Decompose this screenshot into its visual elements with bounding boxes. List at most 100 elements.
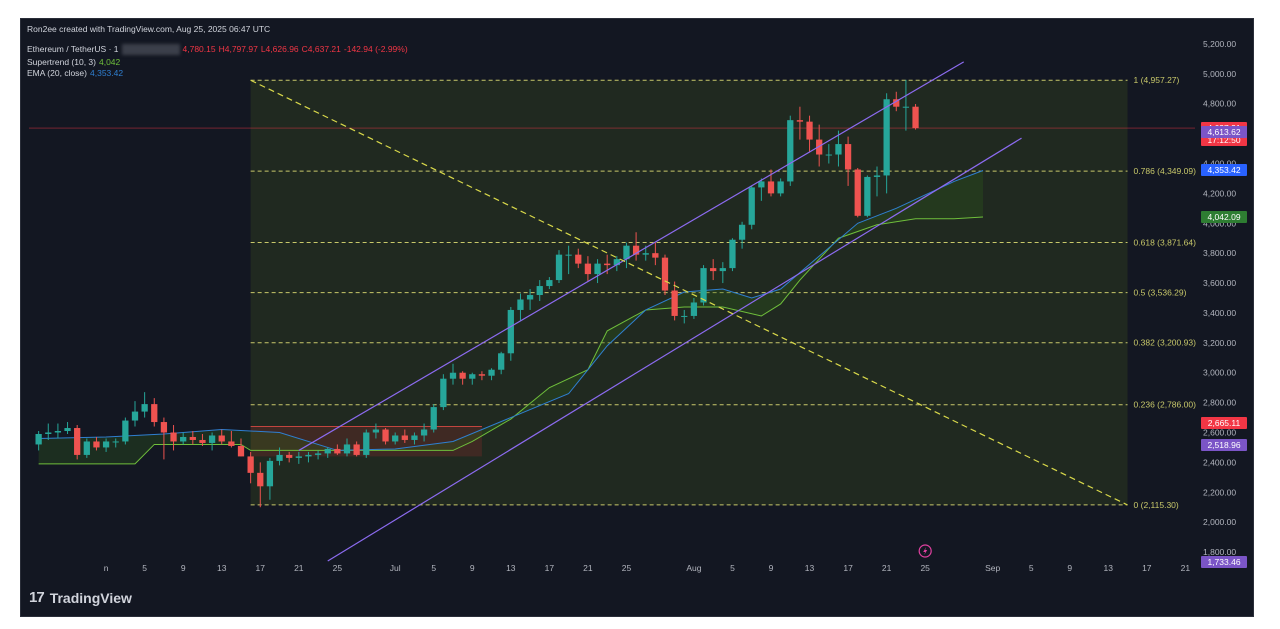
candle-body [392, 435, 399, 442]
lightning-icon-bolt [923, 547, 928, 555]
open-value: 4,780.15 [182, 44, 216, 54]
candle-body [902, 106, 910, 108]
tradingview-logo-icon: 17 [29, 589, 45, 606]
y-tick-label: 3,600.00 [1203, 278, 1236, 288]
ema-legend[interactable]: EMA (20, close) 4,353.42 [27, 68, 126, 78]
candle-body [35, 433, 42, 445]
fib-label: 1 (4,957.27) [1134, 75, 1180, 85]
channel-upper-line [298, 61, 965, 451]
candle-body [189, 436, 196, 440]
candle-body [536, 286, 543, 296]
redacted-block [121, 44, 180, 56]
candle-body [151, 404, 158, 423]
tradingview-wordmark: TradingView [49, 589, 132, 606]
candle-body [690, 302, 698, 316]
candle-body [208, 435, 216, 443]
candle-body [247, 456, 254, 473]
x-tick-label: 21 [294, 563, 304, 573]
candle-body [777, 181, 784, 194]
candle-body [440, 378, 447, 408]
y-tick-label: 3,000.00 [1203, 368, 1236, 378]
candle-body [478, 374, 486, 376]
candle-body [632, 245, 640, 255]
y-tick-label: 3,800.00 [1203, 248, 1236, 258]
candle-body [131, 411, 139, 421]
candle-body [835, 144, 842, 155]
candle-body [604, 263, 611, 266]
low-value: L4,626.96 [260, 44, 299, 54]
candle-body [382, 429, 389, 442]
ema-value: 4,353.42 [90, 68, 124, 78]
x-tick-label: 21 [583, 563, 593, 573]
y-tick-label: 4,800.00 [1203, 99, 1236, 109]
candle-body [305, 454, 312, 457]
symbol-name[interactable]: Ethereum / TetherUS · 1 [27, 44, 119, 54]
candle-body [469, 374, 476, 379]
y-tick-label: 2,400.00 [1203, 457, 1236, 467]
supertrend-legend[interactable]: Supertrend (10, 3) 4,042 [27, 57, 123, 67]
close-value: C4,637.21 [301, 44, 341, 54]
fib-label: 0.5 (3,536.29) [1134, 288, 1187, 298]
candle-body [353, 444, 360, 455]
candle-body [883, 99, 890, 176]
y-tick-label: 1,800.00 [1203, 547, 1236, 557]
y-tick-label: 2,600.00 [1203, 428, 1236, 438]
x-tick-label: 17 [256, 563, 266, 573]
credit-line: Ron2ee created with TradingView.com, Aug… [27, 24, 273, 34]
candle-body [729, 239, 736, 269]
candle-body [170, 432, 177, 442]
candle-body [748, 187, 755, 225]
candle-body [738, 224, 746, 240]
candle-body [45, 432, 52, 434]
candle-body [498, 353, 505, 370]
candle-body [893, 99, 900, 107]
x-tick-label: n [104, 563, 109, 573]
chart-canvas[interactable]: 1 (4,957.27) 0.786 (4,349.09) 0.618 (3,871… [21, 19, 1254, 617]
candle-body [507, 309, 514, 354]
candle-body [844, 144, 852, 170]
x-tick-label: 13 [1104, 563, 1114, 573]
x-tick-label: Aug [686, 563, 701, 573]
x-tick-label: 9 [181, 563, 186, 573]
chart-frame: 1 (4,957.27) 0.786 (4,349.09) 0.618 (3,871… [20, 18, 1254, 617]
candle-body [93, 441, 100, 448]
supertrend-label: Supertrend (10, 3) [27, 57, 96, 67]
candle-body [459, 372, 466, 379]
candle-body [854, 169, 861, 216]
x-tick-label: 9 [1067, 563, 1072, 573]
ema-line [38, 170, 984, 451]
candle-body [83, 441, 90, 455]
x-tick-label: 25 [333, 563, 343, 573]
candle-body [584, 263, 592, 275]
candle-body [565, 254, 572, 256]
fib-label: 0.236 (2,786.00) [1134, 400, 1197, 410]
candle-body [372, 429, 380, 433]
x-tick-label: 9 [470, 563, 475, 573]
lightning-icon [918, 544, 932, 558]
candle-body [286, 454, 293, 458]
candle-body [74, 428, 81, 455]
candle-body [613, 259, 620, 266]
x-tick-label: 5 [730, 563, 735, 573]
candle-body [767, 181, 775, 194]
candle-body [526, 295, 534, 300]
x-tick-label: 21 [1181, 563, 1191, 573]
candle-body [661, 257, 669, 291]
candle-body [806, 121, 813, 140]
candle-body [787, 120, 794, 182]
y-tick-label: 3,200.00 [1203, 338, 1236, 348]
candle-body [276, 454, 283, 461]
price-tag: 4,353.42 [1201, 164, 1247, 177]
candle-body [555, 254, 563, 281]
x-tick-label: 13 [217, 563, 227, 573]
price-tag: 4,042.09 [1201, 210, 1247, 223]
candle-body [652, 253, 659, 258]
candle-body [343, 444, 351, 454]
x-tick-label: Sep [985, 563, 1000, 573]
candle-body [873, 175, 881, 177]
credit-text: Ron2ee created with TradingView.com, Aug… [27, 24, 271, 34]
y-tick-label: 4,000.00 [1203, 218, 1236, 228]
candle-body [122, 420, 129, 442]
diagonal-dashed-line [250, 79, 1128, 506]
y-tick-label: 5,000.00 [1203, 69, 1236, 79]
